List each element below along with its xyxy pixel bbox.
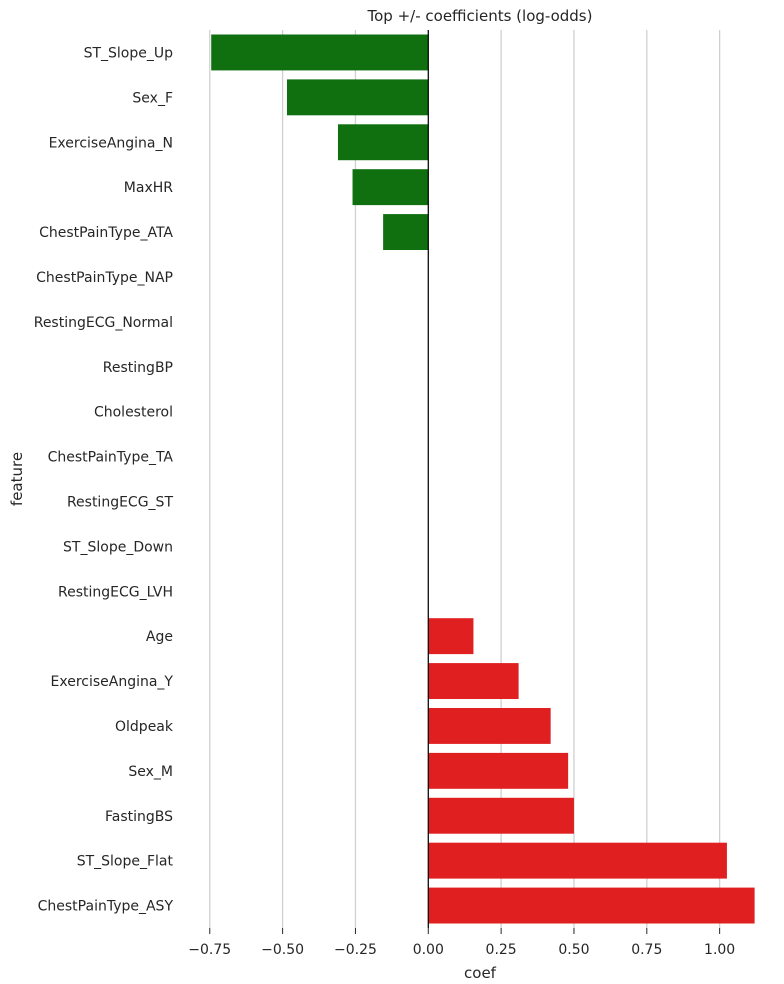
bar-st-slope-flat [428, 842, 727, 879]
y-tick-label: Oldpeak [115, 719, 174, 735]
bars [211, 34, 755, 924]
y-tick-label: ChestPainType_NAP [36, 270, 173, 286]
x-tick-label: 0.00 [413, 942, 444, 958]
y-tick-label: ChestPainType_ATA [39, 225, 173, 241]
y-tick-label: ST_Slope_Up [84, 45, 174, 61]
y-tick-labels: ST_Slope_Up Sex_F ExerciseAngina_N MaxHR Che… [34, 45, 174, 914]
x-tick-label: 0.25 [486, 942, 517, 958]
y-tick-label: ExerciseAngina_N [49, 135, 173, 151]
y-tick-label: Cholesterol [94, 405, 173, 421]
bar-oldpeak [428, 707, 551, 744]
x-tick-label: 0.75 [631, 942, 662, 958]
bar-sex-m [428, 752, 569, 789]
y-tick-label: ExerciseAngina_Y [51, 674, 174, 690]
bar-chestpaintype-asy [428, 887, 755, 924]
y-tick-label: ST_Slope_Flat [77, 854, 174, 870]
x-tick-label: −0.25 [334, 942, 377, 958]
bar-maxhr [352, 169, 429, 206]
y-tick-label: Age [146, 629, 173, 645]
y-tick-label: RestingECG_LVH [58, 584, 173, 600]
x-tick-label: −0.50 [261, 942, 304, 958]
bar-age [428, 618, 474, 655]
bar-sex-f [286, 79, 429, 116]
y-tick-label: MaxHR [124, 180, 173, 196]
y-axis-label: feature [8, 452, 26, 506]
y-tick-label: RestingECG_ST [67, 494, 174, 510]
x-axis-label: coef [464, 964, 497, 982]
bar-fastingbs [428, 797, 574, 834]
x-tick-label: 1.00 [704, 942, 735, 958]
y-tick-label: RestingBP [103, 360, 173, 376]
y-tick-label: Sex_F [132, 90, 173, 106]
x-tick-label: −0.75 [188, 942, 231, 958]
y-tick-label: FastingBS [105, 809, 173, 825]
bar-chestpaintype-ata [383, 214, 429, 251]
x-tick-label: 0.50 [558, 942, 589, 958]
y-tick-label: ChestPainType_ASY [38, 899, 174, 915]
grid-lines [209, 30, 721, 928]
x-axis-ticks: −0.75 −0.50 −0.25 0.00 0.25 0.50 0.75 1.00 [188, 928, 735, 958]
y-tick-label: ChestPainType_TA [48, 450, 174, 466]
bar-exerciseangina-y [428, 663, 519, 700]
bar-st-slope-up [211, 34, 429, 71]
y-tick-label: RestingECG_Normal [34, 315, 173, 331]
y-tick-label: ST_Slope_Down [63, 539, 173, 555]
chart-title: Top +/- coefficients (log-odds) [367, 7, 593, 25]
y-tick-label: Sex_M [128, 764, 173, 780]
bar-exerciseangina-n [337, 124, 429, 161]
